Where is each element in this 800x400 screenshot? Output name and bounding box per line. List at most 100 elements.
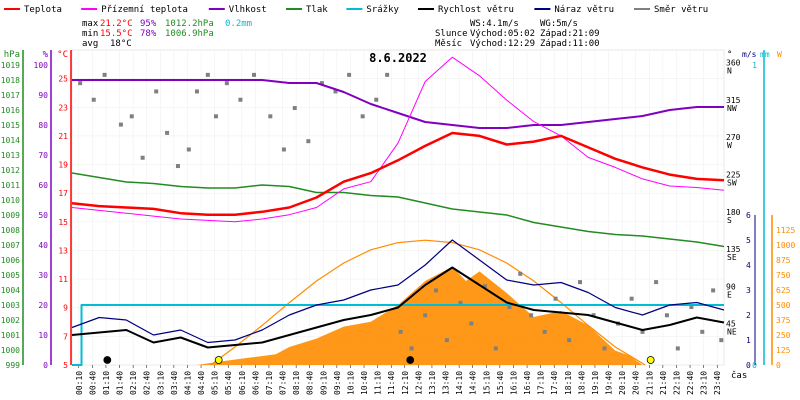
info-wg: WG:5m/s — [540, 19, 578, 29]
hum-tick-label-5: 50 — [38, 211, 48, 220]
wind-tick-label-0: 0 — [746, 361, 751, 370]
wind-direction-point-7 — [165, 130, 170, 135]
sun-marker-sunrise — [214, 356, 223, 364]
wind-direction-point-11 — [205, 72, 210, 77]
moon-marker-moonset — [103, 356, 112, 364]
wind-tick-label-6: 6 — [746, 211, 751, 220]
info-moon-label: Měsíc — [435, 39, 462, 49]
wind-direction-point-42 — [591, 313, 596, 318]
press-tick-label-8: 1007 — [1, 241, 20, 250]
wind-direction-point-24 — [374, 97, 379, 102]
temp-tick-label-9: 23 — [58, 103, 68, 112]
x-tick-label-13: 06:40 — [251, 371, 260, 395]
hum-tick-label-3: 30 — [38, 271, 48, 280]
wind-tick-label-2: 2 — [746, 311, 751, 320]
sun-marker-sunset — [646, 356, 655, 364]
hum-tick-label-10: 100 — [34, 61, 49, 70]
wind-direction-point-0 — [78, 81, 83, 86]
x-tick-label-34: 17:10 — [537, 371, 546, 395]
x-tick-label-14: 07:10 — [265, 371, 274, 395]
stat-max-press: 1012.2hPa — [165, 19, 214, 29]
rain-tick-label-1: 1 — [752, 61, 757, 70]
dir-tick-name-5: W — [727, 141, 732, 150]
x-tick-label-28: 14:10 — [455, 371, 464, 395]
x-tick-label-27: 13:40 — [442, 371, 451, 395]
stat-max-hum: 95% — [140, 19, 157, 29]
wind-direction-point-18 — [292, 106, 297, 111]
x-axis-label: čas — [731, 370, 747, 381]
stat-min-label: min — [82, 29, 98, 39]
x-tick-label-33: 16:40 — [523, 371, 532, 395]
press-tick-label-5: 1004 — [1, 286, 20, 295]
x-tick-label-0: 00:10 — [75, 371, 84, 395]
wind-direction-point-16 — [268, 114, 273, 119]
stat-min-press: 1006.9hPa — [165, 29, 214, 39]
x-tick-label-30: 15:10 — [482, 371, 491, 395]
info-sunrise: Východ:05:02 — [470, 29, 535, 39]
wind-tick-label-5: 5 — [746, 236, 751, 245]
press-tick-label-6: 1005 — [1, 271, 20, 280]
x-tick-label-44: 22:10 — [672, 371, 681, 395]
temp-tick-label-0: 5 — [63, 361, 68, 370]
stat-max-label: max — [82, 19, 99, 29]
press-tick-label-11: 1010 — [1, 196, 20, 205]
press-tick-label-0: 999 — [6, 361, 21, 370]
wind-tick-label-1: 1 — [746, 336, 751, 345]
x-tick-label-1: 00:40 — [88, 371, 97, 395]
stats-panel: max 21.2°C 95% 1012.2hPa 0.2mm min 15.5°… — [82, 19, 252, 49]
x-tick-label-29: 14:40 — [469, 371, 478, 395]
wind-direction-point-21 — [333, 89, 338, 94]
wind-direction-point-39 — [553, 296, 558, 301]
dir-tick-name-0: NE — [727, 328, 737, 337]
rain-axis-unit: mm — [760, 50, 770, 59]
temp-axis-unit: °C — [57, 50, 68, 60]
x-tick-label-45: 22:40 — [686, 371, 695, 395]
hum-tick-label-2: 20 — [38, 301, 48, 310]
wind-direction-point-6 — [154, 89, 159, 94]
legend-label-6: Náraz větru — [554, 5, 614, 15]
wind-direction-point-47 — [654, 280, 659, 285]
hum-tick-label-7: 70 — [38, 151, 48, 160]
solar-axis-unit: W — [777, 50, 782, 59]
wind-direction-point-51 — [700, 329, 705, 334]
wind-direction-point-19 — [306, 139, 311, 144]
press-tick-label-10: 1009 — [1, 211, 20, 220]
x-tick-label-35: 17:40 — [550, 371, 559, 395]
solar-tick-label-3: 375 — [776, 316, 791, 325]
press-tick-label-20: 1019 — [1, 61, 20, 70]
wind-direction-point-25 — [385, 72, 390, 77]
x-tick-label-39: 19:40 — [605, 371, 614, 395]
legend: Teplota Přízemní teplota Vlhkost Tlak Srážky… — [4, 5, 708, 15]
temp-tick-label-8: 21 — [58, 132, 68, 141]
wind-tick-label-4: 4 — [746, 261, 751, 270]
wind-direction-point-40 — [567, 338, 572, 343]
hum-tick-label-9: 90 — [38, 91, 48, 100]
wind-direction-point-37 — [529, 313, 534, 318]
pressure-line — [71, 172, 725, 248]
press-tick-label-3: 1002 — [1, 316, 20, 325]
humidity-line — [72, 79, 724, 129]
dir-tick-name-4: SW — [727, 178, 737, 187]
press-tick-label-1: 1000 — [1, 346, 20, 355]
dir-tick-label-4: 225 — [726, 170, 741, 179]
wind-axis-unit: m/s — [742, 50, 757, 59]
wind-direction-point-22 — [347, 72, 352, 77]
x-tick-label-38: 19:10 — [591, 371, 600, 395]
wind-direction-point-35 — [507, 304, 512, 309]
info-moonset: Západ:11:00 — [540, 39, 600, 49]
solar-tick-label-4: 500 — [776, 301, 791, 310]
legend-label-0: Teplota — [24, 5, 62, 15]
wind-direction-point-10 — [194, 89, 199, 94]
temp-tick-label-6: 17 — [58, 189, 68, 198]
x-tick-label-8: 04:10 — [183, 371, 192, 395]
dir-tick-label-7: 360 — [726, 59, 741, 68]
stat-max-rain: 0.2mm — [225, 19, 252, 29]
solar-tick-label-7: 875 — [776, 256, 791, 265]
x-tick-label-42: 21:10 — [645, 371, 654, 395]
wind-direction-point-27 — [409, 346, 414, 351]
legend-label-1: Přízemní teplota — [101, 5, 188, 15]
wind-direction-point-41 — [578, 280, 583, 285]
x-tick-label-3: 01:40 — [116, 371, 125, 395]
x-tick-label-7: 03:40 — [170, 371, 179, 395]
